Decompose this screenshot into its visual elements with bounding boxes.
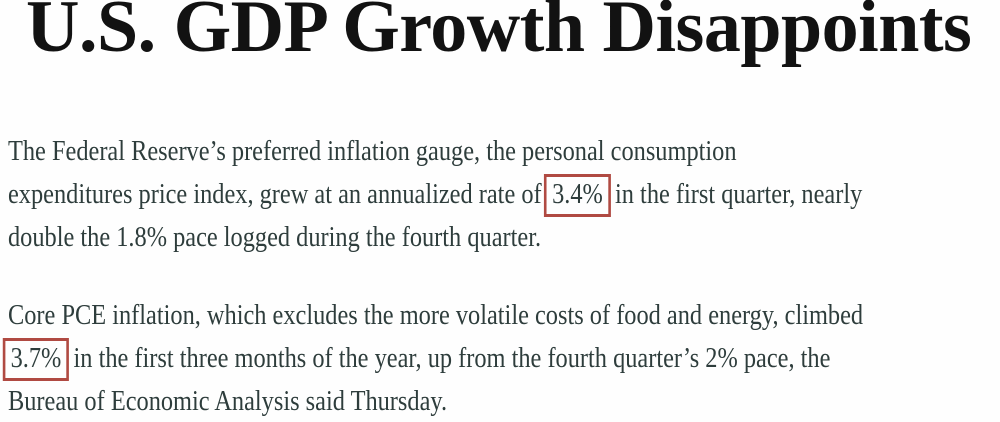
text-line: 3.7% in the first three months of the yea… [2, 337, 871, 381]
text-line: expenditures price index, grew at an ann… [8, 173, 871, 217]
text-line: Core PCE inflation, which excludes the m… [8, 294, 871, 337]
text-segment: in the first three months of the year, u… [73, 343, 831, 374]
paragraph-pce-inflation: The Federal Reserve’s preferred inflatio… [0, 130, 1000, 259]
text-segment: The Federal Reserve’s preferred inflatio… [8, 136, 737, 167]
text-segment: Bureau of Economic Analysis said Thursda… [8, 386, 448, 417]
headline-pce-rate-highlight-box: 3.4% [544, 174, 611, 217]
paragraph-core-pce-inflation: Core PCE inflation, which excludes the m… [0, 294, 1000, 422]
text-segment: double the 1.8% pace logged during the f… [8, 222, 542, 253]
text-line: Bureau of Economic Analysis said Thursda… [8, 380, 871, 422]
article-headline: U.S. GDP Growth Disappoints [26, 0, 972, 68]
pce-inflation-rate-value: 3.4% [552, 179, 603, 210]
text-segment: expenditures price index, grew at an ann… [8, 179, 542, 210]
core-pce-rate-highlight-box: 3.7% [2, 338, 70, 381]
text-line: The Federal Reserve’s preferred inflatio… [8, 130, 871, 173]
text-segment: in the first quarter, nearly [615, 179, 863, 210]
text-segment: Core PCE inflation, which excludes the m… [8, 300, 864, 331]
text-line: double the 1.8% pace logged during the f… [8, 216, 871, 259]
core-pce-inflation-rate-value: 3.7% [10, 343, 62, 374]
